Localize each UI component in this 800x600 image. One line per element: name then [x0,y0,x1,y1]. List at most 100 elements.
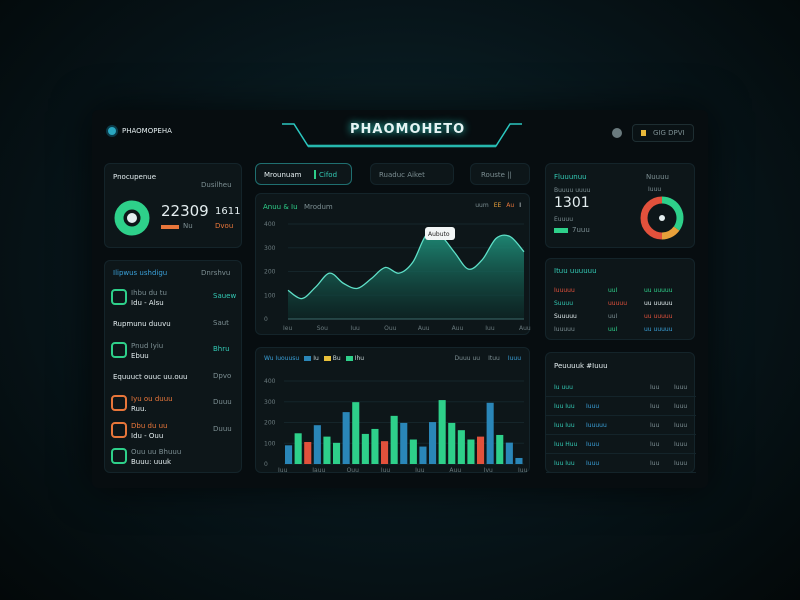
bar[interactable] [477,436,485,464]
bar[interactable] [361,433,369,464]
donut-center-icon [659,215,665,221]
chart-control[interactable]: Iuuu [507,355,521,362]
list-item[interactable]: Iyu ou duuu Ruu. Duuu [105,393,243,417]
item-value: Saut [213,318,229,327]
item-sub: Idu - Alsu [131,299,164,307]
legend-item[interactable]: I [519,202,521,209]
bar[interactable] [352,402,360,464]
y-tick-label: 400 [264,221,276,228]
bar[interactable] [457,430,465,464]
list-title: Ilipwus ushdigu [113,269,168,277]
summary-secondary: 1611 [215,206,241,217]
y-tick-label: 400 [264,378,276,385]
status-row: Suuuuu uuI uu uuuuu [546,313,696,325]
table-cell: Iuuu [586,403,600,410]
table-cell: Iuuu [586,460,600,467]
kpi-bar-label: 7uuu [572,226,590,234]
legend-item[interactable]: Ihu [345,355,365,362]
user-button[interactable]: GIG DPVI [632,124,694,142]
chart-control[interactable]: Ituu [488,355,500,362]
item-name: Pnud Iyiu [131,342,164,350]
x-tick-label: Iuu [415,467,425,474]
bar[interactable] [496,434,504,464]
table-cell: Iuuuuu [586,422,607,429]
bar-chart: 0 100 200 300 400 Iuu Iauu Ouu Iuu Iuu Auu Ivu Iuu [264,378,528,474]
x-tick-label: Iauu [312,467,325,474]
summary-value: 22309 [161,202,209,220]
item-value: Sauew [213,292,237,300]
x-tick-label: Ieu [283,325,292,332]
legend-label: Ihu [354,355,365,362]
item-icon [111,448,127,464]
bar[interactable] [409,439,417,464]
list-item[interactable]: Pnud Iyiu Ebuu Bhru [105,340,243,364]
tab-1[interactable]: Ruaduc Aiket [370,163,454,185]
bar[interactable] [371,428,379,464]
user-icon [641,130,646,136]
status-cell: uuI [608,313,618,320]
bar-chart-title: Wu Iuouusu [264,355,300,362]
legend-item[interactable]: Bu [323,355,341,362]
list-item[interactable]: Rupmunu duuvu Saut [105,314,243,338]
list-item[interactable]: Ihbu du tu Idu - Alsu Sauew [105,287,243,311]
legend-item[interactable]: Iu [304,355,319,362]
legend-swatch [304,356,312,361]
table-row[interactable]: Iu uuu Iuu Iuuu [546,381,696,397]
bar[interactable] [429,422,437,464]
legend-item[interactable]: EE [493,202,502,209]
table-row[interactable]: Iuu Iuu Iuuuuu Iuu Iuuu [546,419,696,435]
legend-swatch [345,356,353,361]
tooltip-text: Aubuto [428,231,450,238]
status-cell: uu uuuuu [644,287,673,294]
bar[interactable] [486,402,494,464]
table-row[interactable]: Iuu Iuu Iuuu Iuu Iuuu [546,400,696,416]
legend-item[interactable]: Au [506,202,515,209]
summary-bar-label: Nu [183,222,193,230]
chart-control[interactable]: Duuu uu [454,355,481,362]
item-name: Dbu du uu [131,421,168,430]
item-icon [111,342,127,358]
tab-0[interactable]: Mrounuam Cifod [255,163,352,185]
legend-item[interactable]: uum [475,202,489,209]
x-tick-label: Iuu [518,467,528,474]
kpi-subtitle: Nuuuu [646,173,669,181]
status-title: Ituu uuuuuu [554,267,597,275]
bar[interactable] [342,412,350,464]
bar[interactable] [505,442,513,464]
item-value: Bhru [213,345,230,353]
summary-bar [161,225,179,229]
bar[interactable] [313,425,321,464]
tooltip [425,227,455,240]
bar[interactable] [467,439,475,464]
kpi-title: Fluuunuu [554,173,587,181]
bar[interactable] [400,422,408,464]
table-row[interactable]: Iuu Huu Iuuu Iuu Iuuu [546,438,696,454]
tab-2[interactable]: Rouste || [470,163,530,185]
bar[interactable] [381,441,389,464]
area-chart: 0 100 200 300 400 Ieu Sou Iuu Ouu Auu Auu Iuu Auu Aub… [264,221,531,332]
item-name: Ouu uu Bhuuu [131,448,182,456]
list-item[interactable]: Ouu uu Bhuuu Buuu: uuuk [105,446,243,470]
bar[interactable] [515,457,523,464]
item-icon [111,421,127,438]
bar[interactable] [390,415,398,464]
table-cell: Iuu [650,460,660,467]
bar[interactable] [323,436,331,464]
bar[interactable] [438,400,446,464]
donut-segment [640,196,663,240]
list-item[interactable]: Equuuct ouuc uu.ouu Dpvo [105,367,243,391]
bar[interactable] [448,422,456,464]
summary-title: Pnocupenue [113,173,157,181]
legend-label: Iu [313,355,319,362]
globe-icon[interactable] [612,128,622,138]
bar[interactable] [285,445,293,464]
list-item[interactable]: Dbu du uu Idu - Ouu Duuu [105,420,243,444]
bar-chart-card: Wu Iuouusu Iu Bu Ihu Duuu uu Ituu Iuuu 0 100 20… [255,347,530,474]
bar[interactable] [304,442,312,464]
table-title: Peuuuuk #Iuuu [554,362,608,370]
bar[interactable] [333,442,341,464]
status-cell: uu uuuuu [644,313,673,320]
bar[interactable] [294,433,302,464]
bar[interactable] [419,446,427,464]
table-row[interactable]: Iuu Iuu Iuuu Iuu Iuuu [546,457,696,473]
